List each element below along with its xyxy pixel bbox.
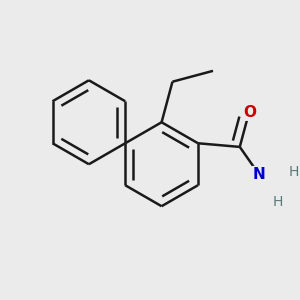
Text: H: H bbox=[288, 165, 298, 179]
Text: O: O bbox=[244, 105, 256, 120]
Text: H: H bbox=[273, 195, 283, 209]
Text: N: N bbox=[252, 167, 265, 182]
